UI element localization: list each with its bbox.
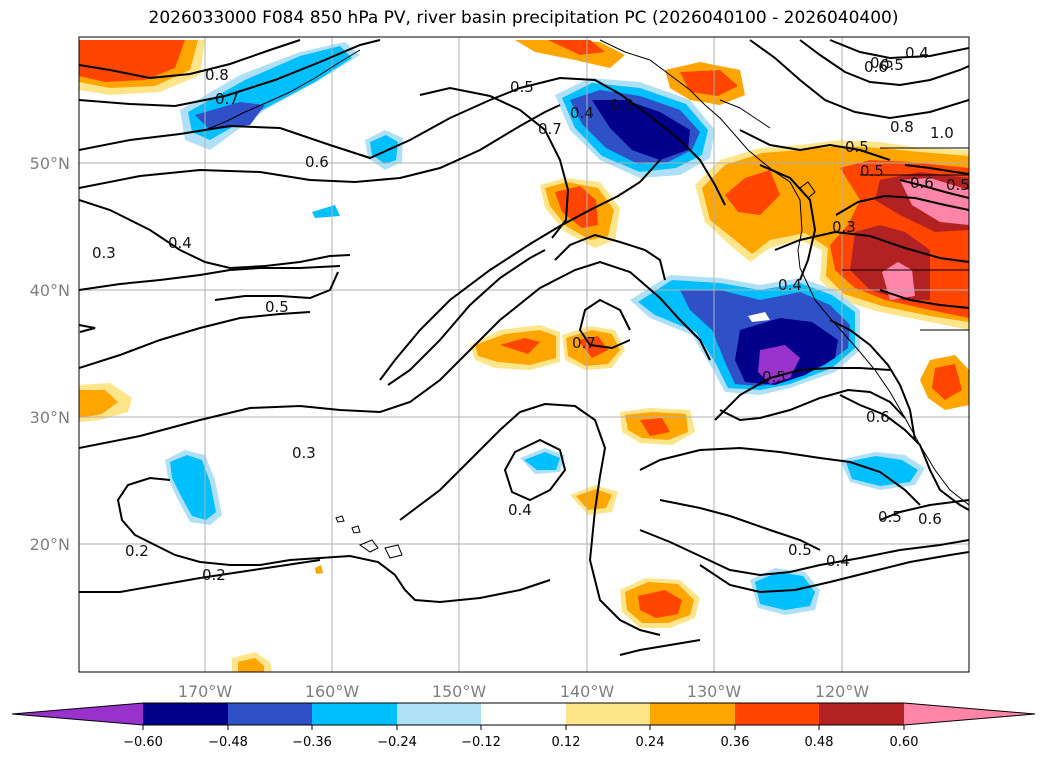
anomaly-patch xyxy=(79,40,185,82)
anomaly-patch xyxy=(846,456,918,486)
colorbar-extend-max xyxy=(904,703,1035,725)
lon-tick: 150°W xyxy=(432,682,487,701)
lat-tick: 40°N xyxy=(30,281,70,300)
contour-label: 0.5 xyxy=(880,56,904,74)
colorbar-label: 0.60 xyxy=(890,735,919,750)
latitude-ticks: 50°N 40°N 30°N 20°N xyxy=(30,154,70,554)
anomaly-patch xyxy=(640,418,670,436)
map-frame xyxy=(78,36,970,673)
contour-label: 0.3 xyxy=(610,96,634,114)
longitude-ticks: 170°W 160°W 150°W 140°W 130°W 120°W xyxy=(178,682,870,701)
colorbar-label: 0.48 xyxy=(805,735,834,750)
colorbar-segment xyxy=(397,703,481,725)
contour-label: 0.5 xyxy=(788,541,812,559)
contour-label: 0.2 xyxy=(125,542,149,560)
lat-tick: 30°N xyxy=(30,408,70,427)
anomaly-patch xyxy=(195,102,265,130)
colorbar-extend-min xyxy=(12,703,143,725)
contour-label: 0.3 xyxy=(92,244,116,262)
contour-label: 0.4 xyxy=(905,44,929,62)
anomaly-patch xyxy=(500,338,540,354)
map-gridlines xyxy=(79,37,969,672)
anomaly-patch xyxy=(238,658,264,672)
contour-label: 0.4 xyxy=(826,552,850,570)
contour-label: 0.5 xyxy=(510,78,534,96)
colorbar-label: −0.12 xyxy=(461,735,501,750)
colorbar-label: −0.36 xyxy=(292,735,332,750)
anomaly-patch xyxy=(680,70,738,96)
colorbar: −0.60 −0.48 −0.36 −0.24 −0.12 0.12 0.24 … xyxy=(11,702,1036,750)
contour-label: 0.3 xyxy=(832,218,856,236)
contour-label: 0.6 xyxy=(910,174,934,192)
contour-label: 0.5 xyxy=(762,368,786,386)
contour-label: 0.6 xyxy=(918,510,942,528)
anomaly-patch xyxy=(900,178,969,225)
lon-tick: 140°W xyxy=(560,682,615,701)
anomaly-patch xyxy=(932,364,962,400)
contour-label: 0.8 xyxy=(890,118,914,136)
colorbar-label: −0.48 xyxy=(208,735,248,750)
colorbar-label: 0.24 xyxy=(636,735,665,750)
anomaly-patch xyxy=(578,336,608,358)
colorbar-label: 0.12 xyxy=(552,735,581,750)
anomaly-patch xyxy=(576,489,612,510)
colorbar-segment xyxy=(735,703,819,725)
anomaly-patch xyxy=(79,390,118,418)
contour-label: 0.8 xyxy=(205,66,229,84)
anomaly-patch xyxy=(592,100,690,160)
anomaly-patch xyxy=(748,312,770,322)
anomaly-patch xyxy=(638,590,682,618)
contour-label: 0.5 xyxy=(265,298,289,316)
anomaly-patch xyxy=(315,565,323,574)
anomaly-patch xyxy=(725,170,780,215)
colorbar-segment xyxy=(650,703,735,725)
anomaly-patch xyxy=(548,40,605,55)
precipitation-anomaly-fills xyxy=(79,40,969,672)
lon-tick: 170°W xyxy=(178,682,233,701)
anomaly-patch xyxy=(370,135,398,164)
anomaly-patch xyxy=(170,455,216,520)
anomaly-patch xyxy=(312,205,340,218)
colorbar-label: 0.36 xyxy=(721,735,750,750)
contour-label: 0.6 xyxy=(866,408,890,426)
colorbar-label: −0.60 xyxy=(123,735,163,750)
contour-label: 0.5 xyxy=(946,176,970,194)
contour-label: 0.4 xyxy=(168,234,192,252)
contour-label: 0.7 xyxy=(572,334,596,352)
contour-label: 0.5 xyxy=(878,508,902,526)
contour-label: 0.4 xyxy=(778,276,802,294)
contour-labels: 0.8 0.7 0.6 0.5 0.4 0.3 0.5 0.7 0.4 0.3 … xyxy=(92,44,970,584)
colorbar-label: −0.24 xyxy=(377,735,417,750)
lon-tick: 130°W xyxy=(687,682,742,701)
contour-label: 1.0 xyxy=(930,124,954,142)
colorbar-segment xyxy=(819,703,904,725)
contour-label: 0.6 xyxy=(864,58,888,76)
lat-tick: 50°N xyxy=(30,154,70,173)
contour-label: 0.7 xyxy=(538,120,562,138)
colorbar-segment xyxy=(228,703,312,725)
contour-label: 0.4 xyxy=(508,501,532,519)
contour-label: 0.2 xyxy=(202,566,226,584)
contour-label: 0.3 xyxy=(292,444,316,462)
contour-label: 0.4 xyxy=(570,104,594,122)
contour-label: 0.7 xyxy=(215,90,239,108)
map-title: 2026033000 F084 850 hPa PV, river basin … xyxy=(148,8,899,28)
lon-tick: 120°W xyxy=(815,682,870,701)
contour-label: 0.5 xyxy=(870,54,894,72)
colorbar-segment xyxy=(566,703,650,725)
lon-tick: 160°W xyxy=(305,682,360,701)
lat-tick: 20°N xyxy=(30,535,70,554)
anomaly-patch xyxy=(524,452,560,470)
anomaly-patch xyxy=(758,345,800,384)
colorbar-segment xyxy=(481,703,566,725)
colorbar-segment xyxy=(143,703,228,725)
pv-contours xyxy=(79,39,969,656)
contour-label: 0.5 xyxy=(860,162,884,180)
colorbar-segment xyxy=(312,703,397,725)
contour-label: 0.5 xyxy=(845,138,869,156)
contour-label: 0.6 xyxy=(305,153,329,171)
